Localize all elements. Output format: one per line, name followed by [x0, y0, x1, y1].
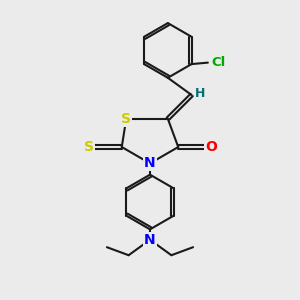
- Text: S: S: [121, 112, 131, 126]
- Text: H: H: [195, 87, 205, 100]
- Text: O: O: [205, 140, 217, 154]
- Text: S: S: [84, 140, 94, 154]
- Text: Cl: Cl: [211, 56, 225, 68]
- Text: N: N: [144, 233, 156, 247]
- Text: N: N: [144, 156, 156, 170]
